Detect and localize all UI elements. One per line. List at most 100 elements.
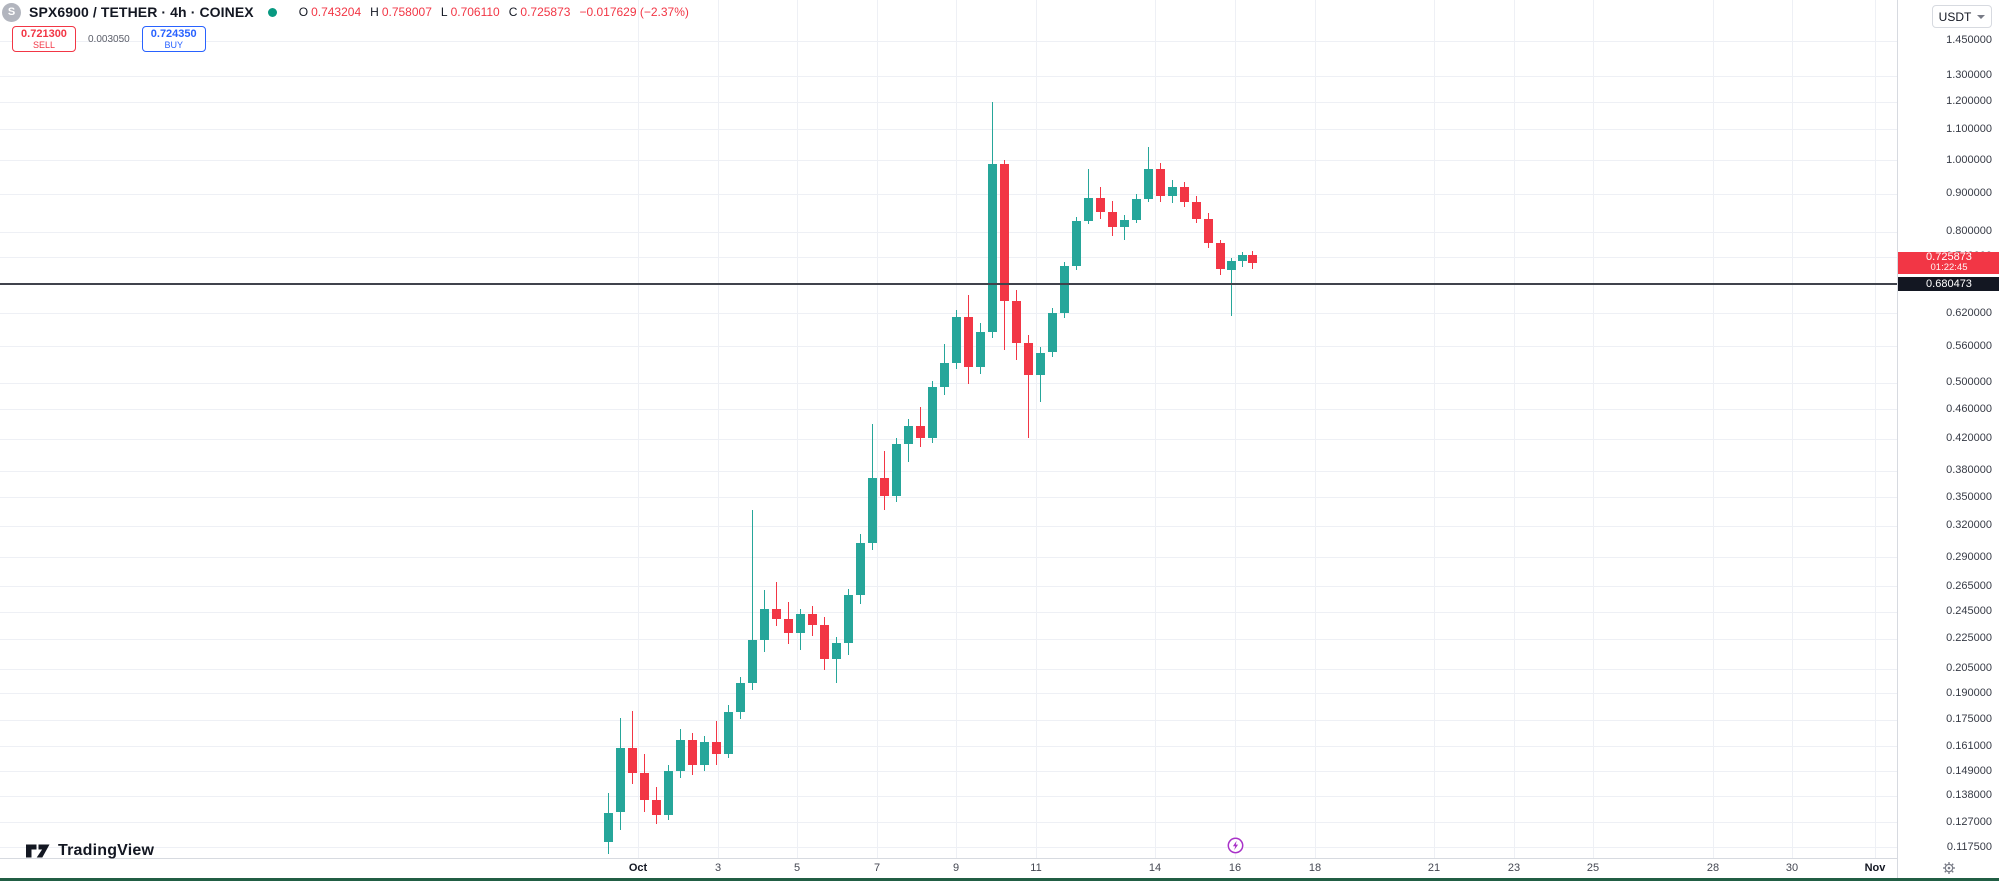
- candle: [628, 748, 637, 774]
- candle: [1060, 265, 1069, 313]
- time-tick-label: 23: [1507, 862, 1521, 874]
- candle: [844, 594, 853, 644]
- sell-button[interactable]: 0.721300 SELL: [12, 26, 76, 52]
- candle: [640, 773, 649, 801]
- chart-pane[interactable]: [0, 0, 1897, 858]
- candle-wick: [1231, 258, 1232, 317]
- candle: [700, 742, 709, 765]
- candle-wick: [752, 510, 753, 690]
- time-tick-label: 9: [952, 862, 960, 874]
- candle-wick: [1028, 334, 1029, 439]
- time-tick-label: 11: [1030, 862, 1042, 874]
- open-value: 0.743204: [311, 5, 362, 19]
- price-tick-label: 0.900000: [1946, 187, 1992, 200]
- candle: [856, 543, 865, 595]
- time-tick-label: 5: [793, 862, 801, 874]
- tradingview-logo[interactable]: TradingView: [26, 842, 154, 860]
- bar-countdown: 01:22:45: [1930, 262, 1968, 274]
- time-axis[interactable]: Oct 3 5 7 9 11 14 16 18 21 23 25 28 30 Nov: [0, 858, 1999, 879]
- candle: [880, 478, 889, 497]
- sell-price: 0.721300: [21, 28, 67, 40]
- candle: [796, 614, 805, 634]
- candle: [688, 740, 697, 765]
- low-value: 0.706110: [450, 5, 500, 19]
- price-tick-label: 0.320000: [1946, 519, 1992, 532]
- buy-button[interactable]: 0.724350 BUY: [141, 26, 206, 52]
- price-tick-label: 0.138000: [1946, 789, 1992, 802]
- candle: [832, 643, 841, 660]
- open-label: O: [298, 5, 309, 19]
- candle: [1048, 312, 1057, 353]
- symbol-row: S SPX6900 / TETHER · 4h · COINEX O 0.743…: [2, 2, 695, 22]
- candle: [892, 443, 901, 497]
- candle: [1096, 198, 1105, 212]
- price-tick-label: 0.350000: [1946, 490, 1992, 503]
- price-tick-label: 0.560000: [1946, 339, 1992, 352]
- price-tick-label: 0.205000: [1946, 662, 1992, 675]
- level-price-badge: 0.680473: [1898, 276, 1999, 291]
- candle: [952, 316, 961, 364]
- candle-wick: [632, 710, 633, 785]
- buy-label: BUY: [164, 40, 183, 50]
- symbol-title[interactable]: SPX6900 / TETHER · 4h · COINEX: [29, 4, 254, 20]
- candle: [1120, 220, 1129, 227]
- price-tick-label: 0.161000: [1946, 739, 1992, 752]
- candle: [1192, 202, 1201, 219]
- candle: [988, 163, 997, 332]
- candle: [964, 316, 973, 368]
- candle-wick: [776, 581, 777, 627]
- ohlc-values: O 0.743204 H 0.758007 L 0.706110 C 0.725…: [299, 5, 695, 19]
- time-tick-label: Oct: [628, 862, 648, 874]
- candle: [760, 608, 769, 641]
- candle: [652, 800, 661, 815]
- symbol-logo-icon: S: [2, 2, 21, 22]
- currency-label: USDT: [1938, 9, 1972, 24]
- chevron-down-icon: [1977, 14, 1986, 19]
- candle: [1084, 198, 1093, 221]
- candle: [808, 614, 817, 625]
- price-tick-label: 0.149000: [1946, 764, 1992, 777]
- price-tick-label: 0.290000: [1946, 550, 1992, 563]
- price-tick-label: 0.800000: [1946, 225, 1992, 238]
- candle: [784, 619, 793, 634]
- candle: [748, 640, 757, 684]
- currency-dropdown[interactable]: USDT: [1932, 5, 1992, 28]
- price-tick-label: 0.190000: [1946, 686, 1992, 699]
- high-label: H: [370, 5, 379, 19]
- close-label: C: [508, 5, 518, 19]
- candle: [1072, 220, 1081, 266]
- events-lightning-icon[interactable]: [1227, 837, 1244, 854]
- candle-wick: [836, 637, 837, 684]
- price-tick-label: 0.460000: [1946, 402, 1992, 415]
- horizontal-price-line[interactable]: [0, 283, 1897, 285]
- price-axis[interactable]: USDT 1.450000 1.300000 1.200000 1.100000 1.0…: [1897, 0, 1999, 858]
- price-tick-label: 0.420000: [1946, 432, 1992, 444]
- time-tick-label: 30: [1785, 862, 1799, 874]
- candle: [736, 683, 745, 713]
- axis-corner-cell: [1897, 858, 1999, 878]
- time-tick-label: 14: [1148, 862, 1162, 874]
- candle: [664, 771, 673, 815]
- candle: [1156, 169, 1165, 196]
- sell-label: SELL: [32, 40, 56, 50]
- time-tick-label: 18: [1308, 862, 1322, 874]
- candle: [1132, 199, 1141, 221]
- buy-price: 0.724350: [150, 28, 197, 40]
- time-tick-label: Nov: [1864, 862, 1886, 874]
- low-label: L: [440, 5, 448, 19]
- time-tick-label: 21: [1427, 862, 1441, 874]
- candle: [1238, 255, 1247, 262]
- last-price-value: 0.725873: [1926, 251, 1972, 264]
- price-tick-label: 0.620000: [1946, 306, 1992, 319]
- price-tick-label: 1.450000: [1946, 34, 1992, 47]
- time-tick-label: 16: [1228, 862, 1242, 874]
- price-tick-label: 0.127000: [1946, 815, 1992, 828]
- tradingview-logo-text: TradingView: [58, 842, 155, 859]
- candle: [1248, 255, 1257, 263]
- high-value: 0.758007: [381, 5, 432, 19]
- gear-icon[interactable]: [1942, 861, 1956, 875]
- time-tick-label: 7: [873, 862, 881, 874]
- price-tick-label: 1.000000: [1946, 153, 1992, 166]
- candle: [1000, 163, 1009, 301]
